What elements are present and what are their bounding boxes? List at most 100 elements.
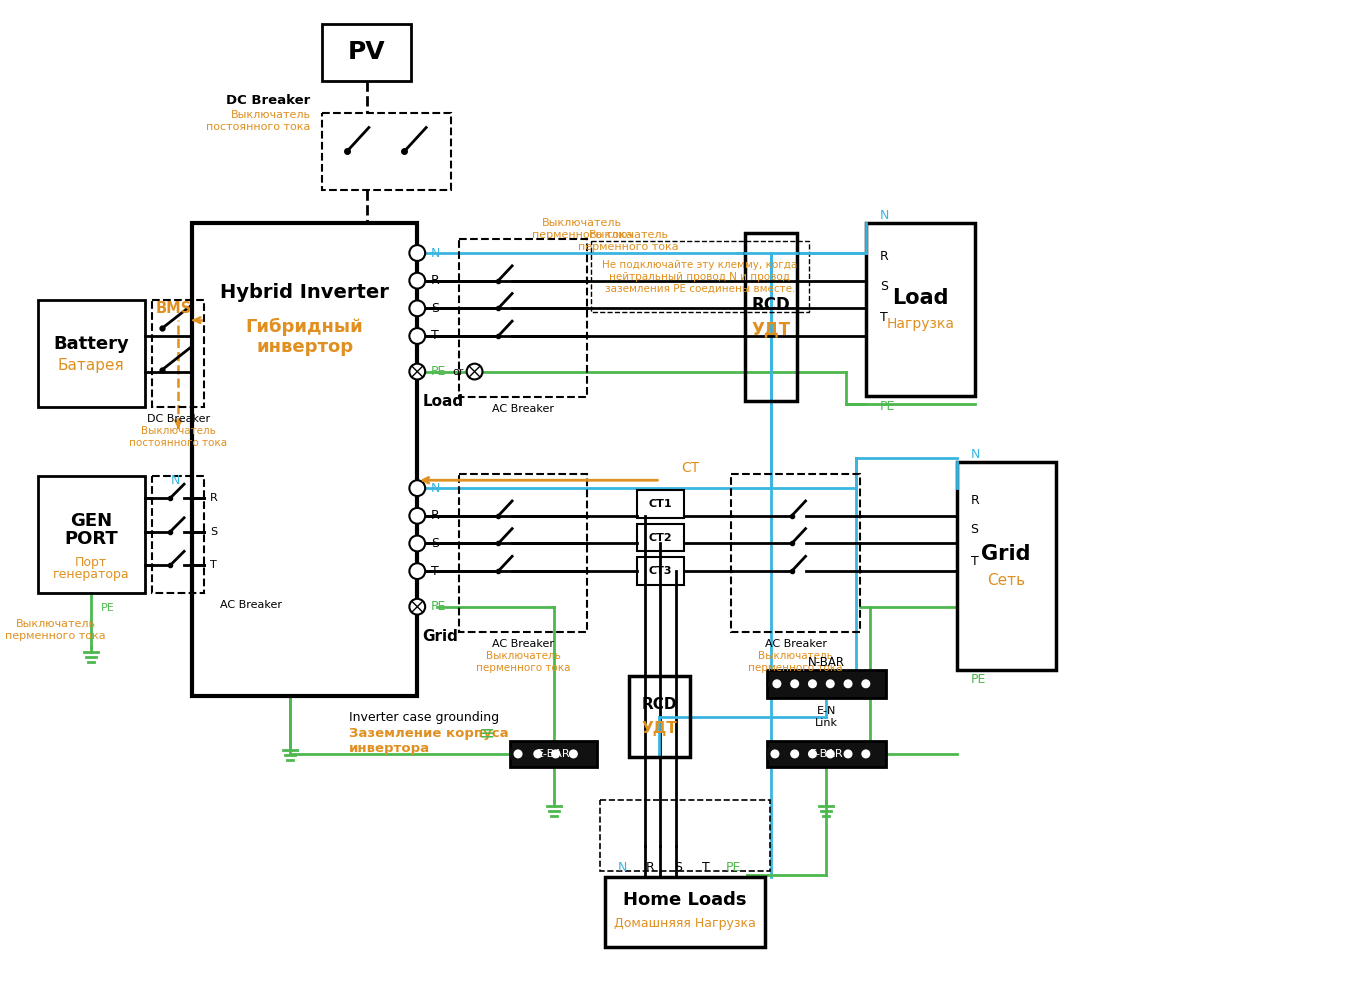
Text: PORT: PORT — [65, 530, 118, 548]
Text: Выключатель: Выключатель — [542, 218, 623, 228]
Text: DC Breaker: DC Breaker — [226, 94, 311, 107]
Text: S: S — [880, 280, 888, 293]
Text: PE: PE — [432, 365, 447, 378]
Text: N: N — [619, 861, 628, 874]
Circle shape — [841, 676, 855, 692]
Circle shape — [845, 750, 851, 757]
Text: Выключатель: Выключатель — [16, 619, 95, 629]
Circle shape — [530, 746, 546, 762]
Circle shape — [822, 676, 838, 692]
Text: Порт: Порт — [75, 556, 108, 569]
Text: Выключатель: Выключатель — [141, 426, 215, 436]
Bar — [636, 557, 685, 585]
Text: R: R — [432, 509, 440, 522]
Text: R: R — [880, 250, 889, 263]
Circle shape — [515, 750, 522, 757]
Circle shape — [862, 680, 869, 687]
Text: N: N — [171, 474, 180, 487]
Text: генератора: генератора — [52, 568, 129, 581]
Text: Load: Load — [892, 288, 948, 308]
Text: PE: PE — [726, 861, 741, 874]
Text: Inverter case grounding: Inverter case grounding — [350, 711, 499, 724]
Text: AC Breaker: AC Breaker — [492, 639, 554, 649]
Text: E-BAR: E-BAR — [810, 749, 843, 759]
Bar — [510, 741, 597, 767]
Circle shape — [767, 746, 783, 762]
Circle shape — [804, 746, 820, 762]
Text: AC Breaker: AC Breaker — [219, 600, 281, 610]
Text: Гибридный: Гибридный — [246, 318, 363, 336]
Circle shape — [409, 563, 425, 579]
Text: PE: PE — [971, 673, 986, 686]
Text: Выключатель: Выключатель — [589, 230, 668, 240]
Circle shape — [534, 750, 541, 757]
Text: Батарея: Батарея — [58, 358, 125, 373]
Circle shape — [845, 680, 851, 687]
Text: Hybrid Inverter: Hybrid Inverter — [221, 283, 389, 302]
Bar — [459, 239, 588, 397]
Text: постоянного тока: постоянного тока — [129, 438, 227, 448]
Text: PE: PE — [432, 600, 447, 613]
Text: Нагрузка: Нагрузка — [886, 317, 954, 331]
Text: T: T — [971, 555, 978, 568]
Bar — [636, 490, 685, 518]
Text: перменного тока: перменного тока — [578, 242, 679, 252]
Circle shape — [409, 599, 425, 615]
Text: R: R — [646, 861, 655, 874]
Text: Выключатель: Выключатель — [486, 651, 561, 661]
Text: DC Breaker: DC Breaker — [147, 414, 210, 424]
Bar — [767, 741, 885, 767]
Circle shape — [409, 508, 425, 524]
Text: перменного тока: перменного тока — [5, 631, 106, 641]
Text: AC Breaker: AC Breaker — [492, 404, 554, 414]
Circle shape — [409, 245, 425, 261]
Text: инвертора: инвертора — [350, 742, 430, 755]
Circle shape — [409, 300, 425, 316]
Bar — [38, 300, 145, 407]
Text: T: T — [880, 311, 888, 324]
Text: AC Breaker: AC Breaker — [765, 639, 827, 649]
Circle shape — [409, 480, 425, 496]
Text: BMS: BMS — [156, 301, 192, 316]
Circle shape — [409, 328, 425, 344]
Text: RCD: RCD — [752, 296, 791, 314]
Text: постоянного тока: постоянного тока — [206, 122, 311, 132]
Text: CT3: CT3 — [648, 566, 672, 576]
Bar — [323, 24, 412, 81]
Circle shape — [822, 746, 838, 762]
Text: перменного тока: перменного тока — [533, 230, 632, 240]
Text: E-N: E-N — [816, 706, 837, 716]
Bar — [605, 877, 765, 947]
Text: Заземление корпуса: Заземление корпуса — [350, 727, 508, 740]
Bar — [628, 676, 690, 757]
Circle shape — [769, 676, 785, 692]
Bar — [152, 476, 204, 593]
Circle shape — [791, 680, 798, 687]
Bar — [866, 223, 975, 396]
Circle shape — [773, 680, 780, 687]
Bar — [745, 233, 796, 401]
Text: Выключатель: Выключатель — [759, 651, 833, 661]
Text: Сеть: Сеть — [987, 573, 1025, 588]
Text: T: T — [432, 565, 438, 578]
Text: or: or — [453, 367, 464, 377]
Bar — [192, 223, 417, 696]
Text: Не подключайте эту клемму, когда
нейтральный провод N и провод
заземления PE сое: Не подключайте эту клемму, когда нейтрал… — [603, 260, 798, 293]
Bar — [152, 300, 204, 407]
Text: N: N — [880, 209, 889, 222]
Text: Link: Link — [815, 718, 838, 728]
Circle shape — [565, 746, 581, 762]
Circle shape — [808, 680, 816, 687]
Circle shape — [467, 364, 483, 379]
Bar — [732, 474, 859, 632]
Bar — [38, 476, 145, 593]
Text: N-BAR: N-BAR — [808, 656, 845, 669]
Bar — [323, 113, 451, 190]
Text: перменного тока: перменного тока — [748, 663, 843, 673]
Bar — [600, 800, 769, 871]
Text: PE: PE — [101, 603, 114, 613]
Circle shape — [570, 750, 577, 757]
Text: CT1: CT1 — [648, 499, 672, 509]
Text: CT2: CT2 — [648, 533, 672, 543]
Circle shape — [858, 676, 874, 692]
